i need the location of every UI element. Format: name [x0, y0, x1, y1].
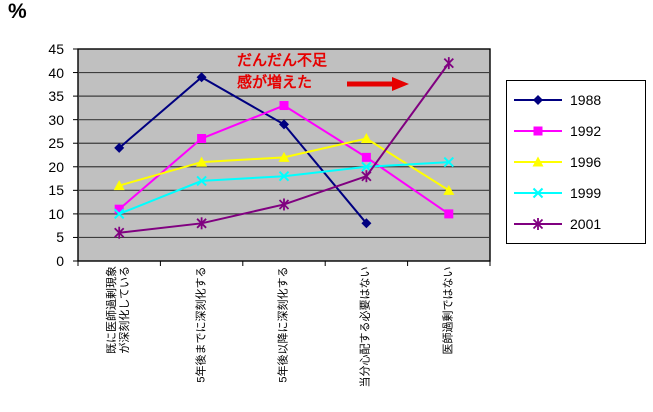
y-axis-tick-label: 25 — [48, 135, 64, 152]
data-point-marker — [279, 119, 289, 130]
x-axis-category-label: 既に医師過剰現象 が深刻化している — [106, 266, 132, 354]
data-point-marker — [278, 170, 290, 182]
data-point-marker — [196, 72, 207, 83]
data-point-marker — [196, 156, 208, 167]
data-point-marker — [114, 142, 125, 153]
series-line-1988 — [118, 76, 368, 224]
x-axis-category-label: 医師過剰ではない — [442, 266, 455, 354]
chart-plot-svg — [73, 48, 491, 266]
y-axis-tick-label: 15 — [48, 182, 64, 199]
data-point-marker — [443, 184, 455, 195]
y-axis-tick-label: 0 — [56, 253, 64, 269]
data-point-marker — [360, 133, 372, 144]
data-point-marker — [197, 134, 207, 144]
y-axis-tick-label: 45 — [48, 41, 64, 57]
data-point-marker — [532, 217, 544, 230]
data-point-marker — [113, 180, 125, 191]
trend-arrow-icon — [347, 77, 409, 91]
data-point-marker — [444, 209, 454, 219]
legend-item: 1988 — [513, 92, 639, 108]
y-axis-tick-label: 35 — [48, 88, 64, 105]
legend-line-sample-icon — [514, 187, 562, 198]
annotation-text: だんだん不足 感が増えた — [237, 52, 328, 91]
data-point-marker — [361, 218, 372, 229]
data-point-marker — [114, 226, 125, 239]
data-point-marker — [114, 204, 124, 214]
x-axis-category-label: 5年後までに深刻化する — [195, 266, 208, 383]
legend-line-sample-icon — [514, 126, 562, 136]
legend-item: 1999 — [513, 185, 639, 201]
legend-line-sample-icon — [514, 217, 562, 230]
data-point-marker — [278, 151, 290, 162]
data-point-marker — [443, 156, 455, 168]
x-axis-category-label: 当分心配する必要はない — [359, 266, 372, 387]
x-axis-category-label: 5年後以降に深刻化する — [277, 266, 290, 383]
data-point-marker — [533, 95, 543, 106]
y-axis-tick-label: 5 — [56, 229, 64, 246]
data-point-marker — [113, 208, 125, 220]
y-axis-unit-label: % — [8, 0, 27, 23]
y-axis-tick-label: 40 — [48, 64, 64, 81]
legend-label: 1996 — [570, 153, 602, 170]
data-point-marker — [443, 57, 454, 70]
legend-line-sample-icon — [514, 95, 562, 106]
chart-legend: 1988 1992 1996 1999 2001 — [506, 80, 646, 244]
y-axis-tick-label: 30 — [48, 111, 64, 128]
data-point-marker — [361, 152, 371, 162]
data-point-marker — [361, 170, 372, 183]
data-point-marker — [196, 175, 207, 187]
y-axis-tick-label: 20 — [48, 158, 64, 175]
data-point-marker — [532, 187, 544, 198]
y-axis-tick-label: 10 — [48, 205, 64, 222]
legend-label: 2001 — [570, 215, 602, 232]
data-point-marker — [361, 161, 372, 172]
legend-label: 1992 — [570, 123, 602, 140]
data-point-marker — [532, 156, 544, 167]
data-point-marker — [196, 217, 207, 230]
data-point-marker — [533, 126, 543, 136]
legend-item: 1996 — [513, 154, 639, 170]
legend-label: 1999 — [570, 184, 602, 201]
data-point-marker — [279, 101, 289, 111]
data-point-marker — [278, 198, 290, 211]
legend-item: 1992 — [513, 123, 639, 139]
legend-line-sample-icon — [514, 156, 562, 167]
legend-item: 2001 — [513, 216, 639, 232]
legend-label: 1988 — [570, 92, 602, 109]
